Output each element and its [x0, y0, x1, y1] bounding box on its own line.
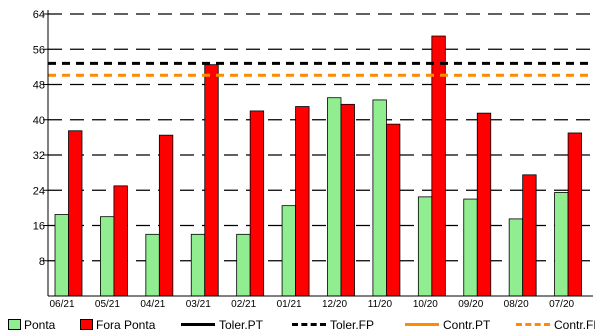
bar-fora-ponta: [386, 123, 401, 297]
y-tick-label: 24: [33, 185, 45, 197]
bar-fora-ponta: [340, 103, 355, 297]
x-tick-label: 06/21: [49, 299, 74, 310]
y-tick-label: 40: [33, 115, 45, 127]
bar-fora-ponta: [249, 110, 265, 297]
bar-fora-ponta: [68, 130, 83, 297]
legend-label-fora-ponta: Fora Ponta: [96, 317, 156, 332]
x-tick-label: 09/20: [458, 299, 483, 310]
legend-label-toler-fp: Toler.FP: [330, 317, 375, 332]
bar-fora-ponta: [476, 112, 492, 297]
y-tick-label: 48: [33, 80, 45, 92]
legend-line-toler-fp: [292, 323, 326, 326]
x-tick-label: 12/20: [322, 299, 347, 310]
legend-label-toler-pt: Toler.PT: [219, 317, 264, 332]
legend-label-contr-fp: Contr.FP: [554, 317, 595, 332]
legend-item-contr-fp: Contr.FP: [516, 316, 595, 333]
x-tick-label: 02/21: [231, 299, 256, 310]
bar-ponta: [281, 205, 296, 297]
bar-fora-ponta: [522, 174, 537, 297]
legend-swatch-ponta: [8, 319, 21, 330]
legend-item-toler-pt: Toler.PT: [181, 316, 263, 333]
bar-fora-ponta: [567, 132, 582, 297]
x-tick-label: 10/20: [413, 299, 438, 310]
bar-ponta: [417, 196, 433, 297]
legend-line-toler-pt: [181, 323, 215, 326]
bar-ponta: [508, 218, 524, 297]
bar-ponta: [327, 97, 342, 297]
bar-ponta: [100, 216, 115, 297]
bar-ponta: [554, 192, 569, 297]
legend-line-contr-fp: [516, 323, 550, 326]
legend-item-ponta: Ponta: [8, 316, 55, 333]
bar-ponta: [190, 233, 206, 297]
chart-legend: Ponta Fora Ponta Toler.PT Toler.FP Contr…: [0, 316, 595, 333]
legend-label-contr-pt: Contr.PT: [443, 317, 491, 332]
bar-ponta: [145, 233, 160, 297]
legend-item-contr-pt: Contr.PT: [405, 316, 490, 333]
bar-fora-ponta: [158, 134, 174, 297]
x-tick-label: 11/20: [368, 299, 393, 310]
x-tick-label: 01/21: [277, 299, 302, 310]
legend-item-fora-ponta: Fora Ponta: [80, 316, 155, 333]
bar-ponta: [54, 214, 69, 297]
y-tick-label: 8: [39, 256, 45, 268]
y-tick-label: 16: [33, 221, 45, 233]
bar-chart: 8 16 24 32 40 48 56 64 06/21 05/21 04/21 03/21 02/21…: [33, 9, 593, 310]
y-tick-label: 32: [33, 150, 45, 162]
y-tick-label: 64: [33, 9, 45, 21]
bar-fora-ponta: [295, 106, 310, 297]
legend-label-ponta: Ponta: [24, 317, 56, 332]
legend-item-toler-fp: Toler.FP: [292, 316, 374, 333]
legend-swatch-fora-ponta: [80, 319, 93, 330]
x-tick-label: 05/21: [95, 299, 120, 310]
bar-ponta: [463, 198, 478, 297]
bar-fora-ponta: [113, 185, 128, 297]
legend-line-contr-pt: [405, 323, 439, 326]
x-tick-label: 07/20: [549, 299, 574, 310]
x-tick-label: 03/21: [186, 299, 211, 310]
bar-ponta: [372, 99, 387, 297]
bar-ponta: [236, 233, 251, 297]
x-tick-label: 04/21: [140, 299, 165, 310]
bar-fora-ponta: [204, 64, 219, 297]
y-tick-label: 56: [33, 44, 45, 56]
x-tick-label: 08/20: [504, 299, 529, 310]
